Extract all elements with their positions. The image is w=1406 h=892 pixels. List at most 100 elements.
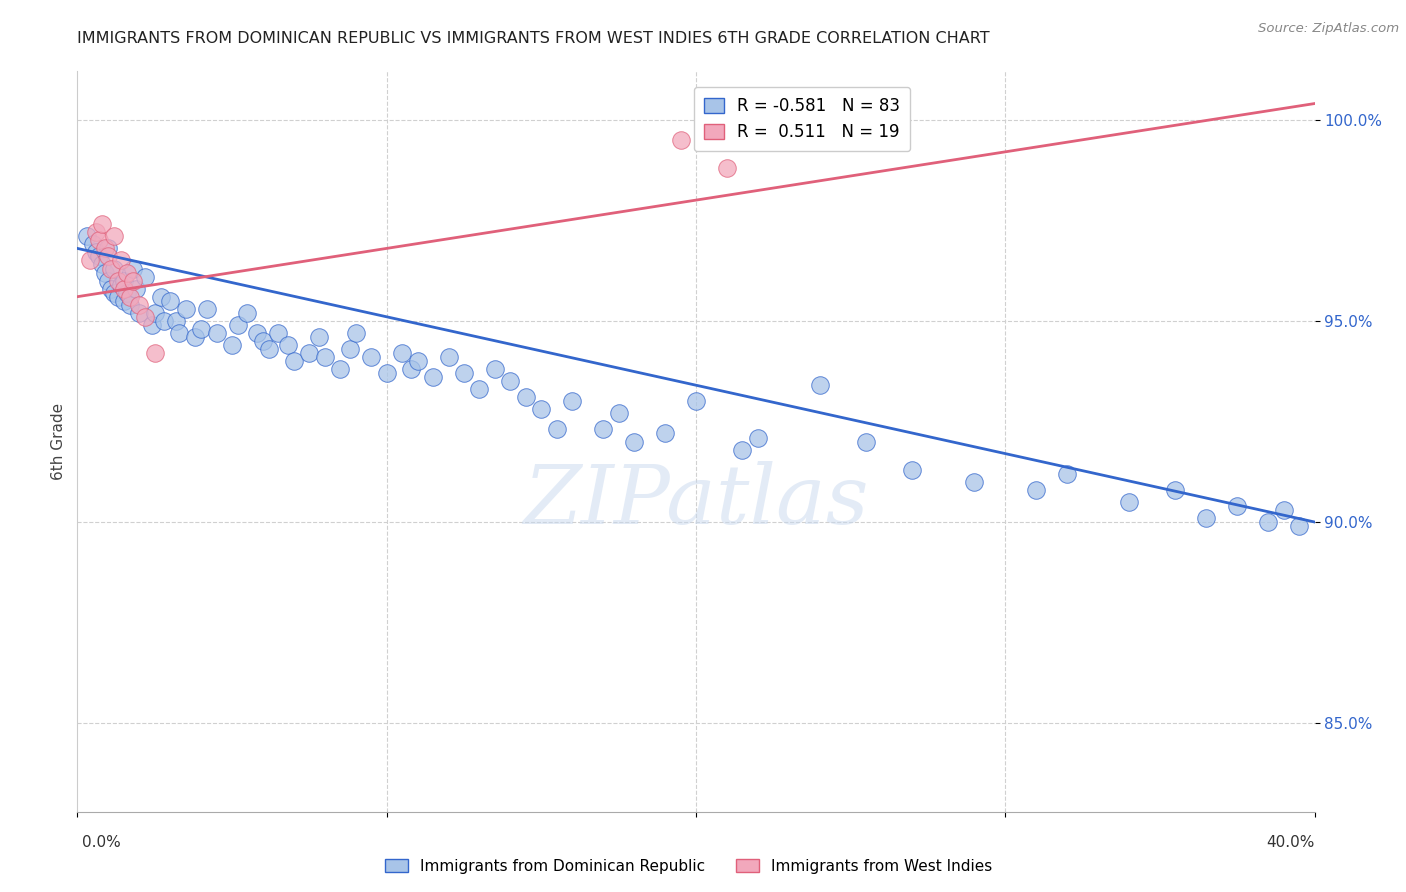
Point — [84, 245, 107, 260]
Point — [112, 293, 135, 308]
Point — [94, 241, 117, 255]
Point — [685, 394, 707, 409]
Point — [515, 390, 537, 404]
Point — [169, 326, 191, 340]
Point — [246, 326, 269, 340]
Point — [221, 338, 243, 352]
Point — [100, 261, 122, 276]
Point — [669, 133, 692, 147]
Point — [236, 306, 259, 320]
Point — [84, 225, 107, 239]
Point — [484, 362, 506, 376]
Point — [391, 346, 413, 360]
Point — [87, 233, 110, 247]
Point — [499, 374, 522, 388]
Point — [1257, 515, 1279, 529]
Point — [252, 334, 274, 348]
Point — [195, 301, 218, 316]
Point — [257, 342, 280, 356]
Point — [1272, 503, 1295, 517]
Point — [153, 314, 176, 328]
Point — [437, 350, 460, 364]
Point — [1025, 483, 1047, 497]
Point — [110, 277, 132, 292]
Text: ZIPatlas: ZIPatlas — [523, 461, 869, 541]
Point — [329, 362, 352, 376]
Point — [1288, 519, 1310, 533]
Point — [716, 161, 738, 175]
Point — [128, 298, 150, 312]
Point — [283, 354, 305, 368]
Point — [112, 274, 135, 288]
Point — [141, 318, 163, 332]
Point — [375, 366, 398, 380]
Point — [94, 266, 117, 280]
Point — [344, 326, 367, 340]
Point — [122, 274, 145, 288]
Point — [453, 366, 475, 380]
Point — [422, 370, 444, 384]
Point — [1118, 495, 1140, 509]
Point — [654, 426, 676, 441]
Point — [1195, 511, 1218, 525]
Point — [277, 338, 299, 352]
Point — [360, 350, 382, 364]
Point — [91, 217, 114, 231]
Point — [82, 237, 104, 252]
Point — [808, 378, 831, 392]
Point — [118, 298, 141, 312]
Point — [184, 330, 207, 344]
Point — [91, 258, 114, 272]
Point — [267, 326, 290, 340]
Point — [79, 253, 101, 268]
Point — [97, 274, 120, 288]
Point — [97, 241, 120, 255]
Point — [747, 430, 769, 444]
Point — [97, 249, 120, 263]
Point — [107, 290, 129, 304]
Point — [468, 382, 491, 396]
Point — [339, 342, 361, 356]
Point — [143, 346, 166, 360]
Point — [546, 422, 568, 436]
Point — [103, 285, 125, 300]
Point — [855, 434, 877, 449]
Point — [314, 350, 336, 364]
Point — [401, 362, 423, 376]
Point — [100, 282, 122, 296]
Point — [530, 402, 553, 417]
Point — [561, 394, 583, 409]
Point — [107, 274, 129, 288]
Text: 0.0%: 0.0% — [82, 836, 121, 850]
Point — [190, 322, 212, 336]
Legend: R = -0.581   N = 83, R =  0.511   N = 19: R = -0.581 N = 83, R = 0.511 N = 19 — [695, 87, 910, 152]
Point — [159, 293, 181, 308]
Point — [134, 310, 156, 324]
Point — [1056, 467, 1078, 481]
Point — [174, 301, 197, 316]
Y-axis label: 6th Grade: 6th Grade — [51, 403, 66, 480]
Legend: Immigrants from Dominican Republic, Immigrants from West Indies: Immigrants from Dominican Republic, Immi… — [380, 853, 998, 880]
Point — [125, 282, 148, 296]
Point — [118, 290, 141, 304]
Point — [143, 306, 166, 320]
Point — [592, 422, 614, 436]
Point — [298, 346, 321, 360]
Point — [122, 261, 145, 276]
Text: 40.0%: 40.0% — [1267, 836, 1315, 850]
Point — [128, 306, 150, 320]
Point — [1164, 483, 1187, 497]
Point — [87, 249, 110, 263]
Point — [901, 463, 924, 477]
Point — [134, 269, 156, 284]
Point — [115, 266, 138, 280]
Text: IMMIGRANTS FROM DOMINICAN REPUBLIC VS IMMIGRANTS FROM WEST INDIES 6TH GRADE CORR: IMMIGRANTS FROM DOMINICAN REPUBLIC VS IM… — [77, 31, 990, 46]
Point — [112, 282, 135, 296]
Point — [308, 330, 330, 344]
Point — [731, 442, 754, 457]
Point — [103, 229, 125, 244]
Point — [149, 290, 172, 304]
Point — [406, 354, 429, 368]
Point — [76, 229, 98, 244]
Point — [205, 326, 228, 340]
